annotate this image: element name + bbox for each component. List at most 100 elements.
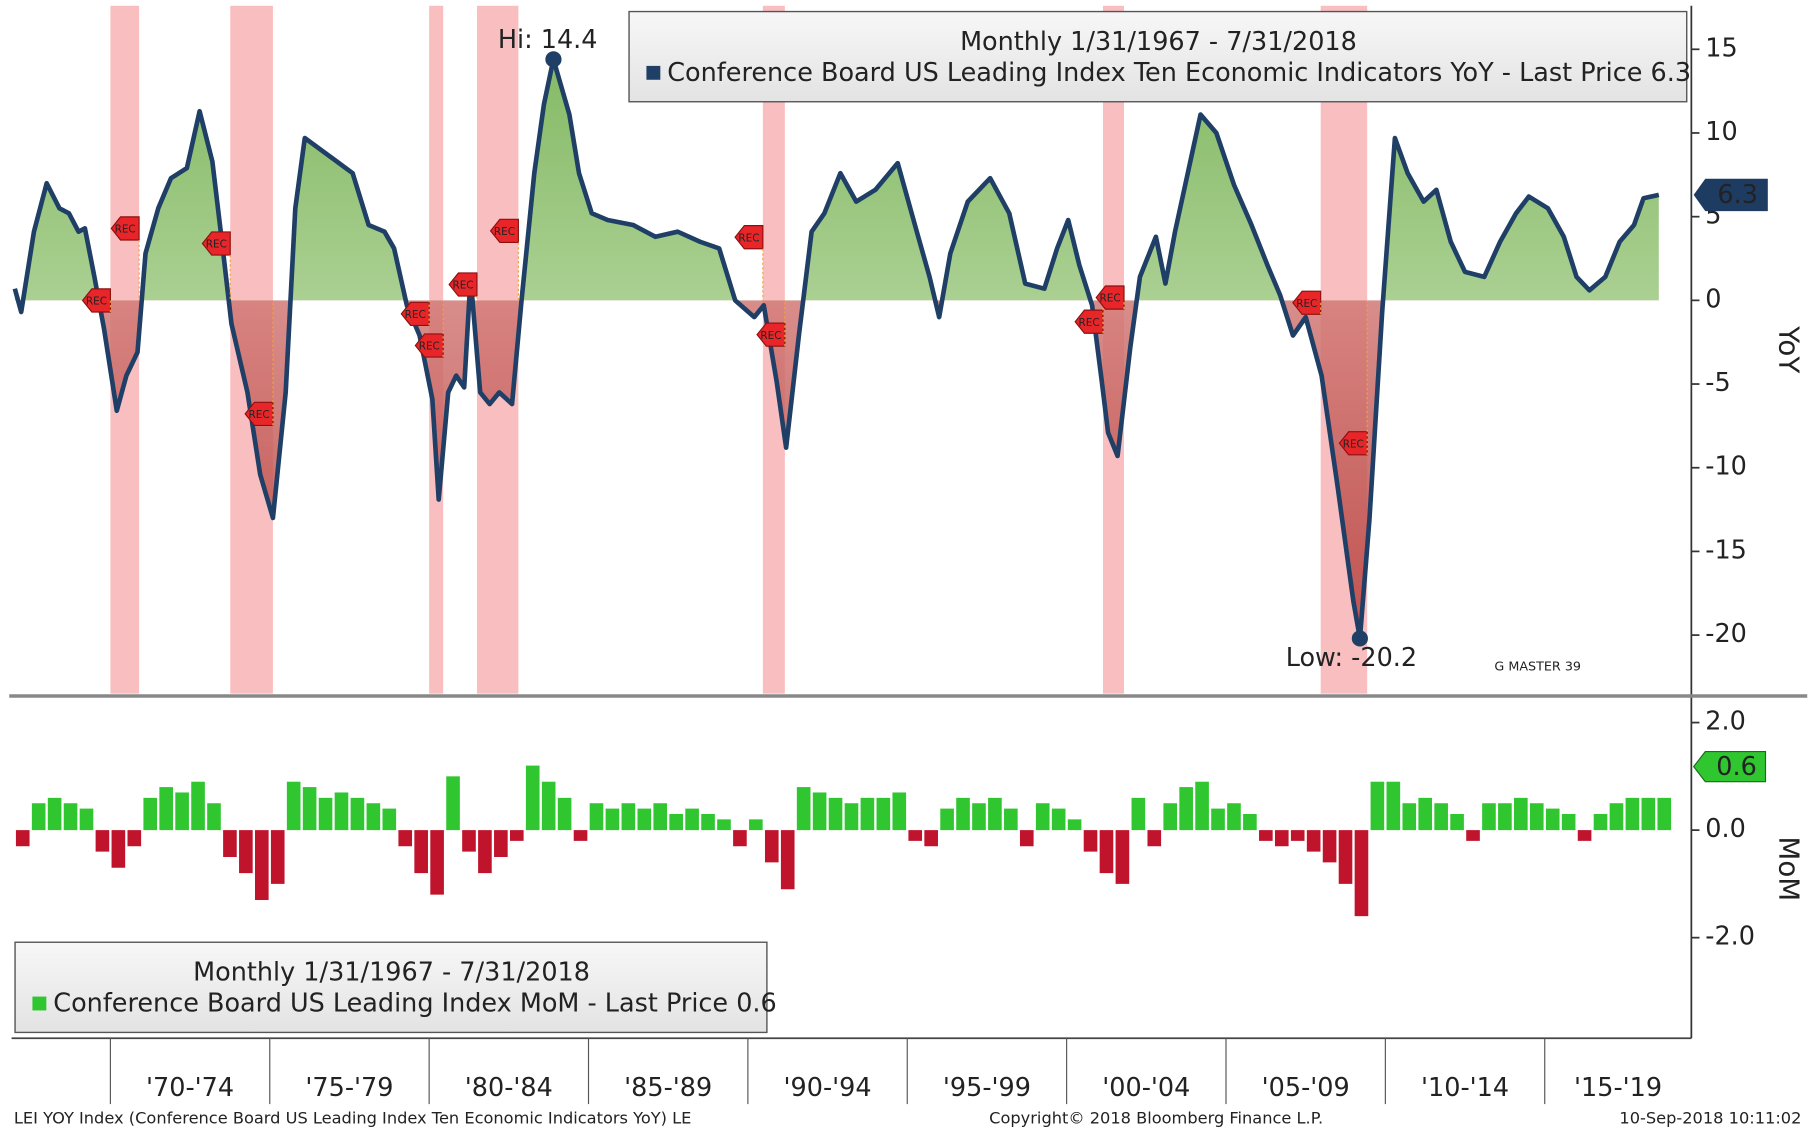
bar <box>940 808 954 831</box>
bar <box>63 803 78 831</box>
bar <box>733 830 747 847</box>
last-price-tag <box>1693 178 1768 212</box>
x-tick-label: '05-'09 <box>1262 1073 1350 1103</box>
bar <box>685 808 699 831</box>
legend-entry: Conference Board US Leading Index Ten Ec… <box>667 58 1691 88</box>
low-label: Low: -20.2 <box>1286 643 1417 673</box>
x-tick-label: '00-'04 <box>1102 1073 1190 1103</box>
rec-tag <box>81 288 111 313</box>
last-price-label: 6.3 <box>1717 180 1758 210</box>
bar <box>1019 830 1034 847</box>
bar <box>254 830 269 901</box>
bar <box>1625 797 1640 831</box>
y-tick-label: -10 <box>1705 452 1747 482</box>
x-tick-label: '85-'89 <box>624 1073 712 1103</box>
rec-label: REC <box>1100 293 1121 305</box>
rec-label: REC <box>249 409 270 421</box>
bar <box>47 797 62 831</box>
bar <box>525 765 540 831</box>
bar <box>286 781 301 831</box>
bar <box>1402 803 1417 831</box>
bar <box>972 803 986 831</box>
bar <box>79 808 94 831</box>
bar <box>31 803 46 831</box>
bar <box>1004 808 1018 831</box>
bar <box>1259 830 1273 841</box>
bar <box>1561 813 1576 831</box>
bar <box>1322 830 1337 863</box>
x-tick-label: '15-'19 <box>1574 1073 1662 1103</box>
bar <box>1498 803 1512 831</box>
rec-label: REC <box>115 224 136 236</box>
y-tick-label: 15 <box>1705 33 1737 63</box>
y-tick-label: 0 <box>1705 284 1721 314</box>
axis-label: YoY <box>1772 325 1805 374</box>
y-tick-label: 0.0 <box>1705 814 1746 844</box>
area-positive <box>14 59 1659 301</box>
bar <box>796 787 811 831</box>
bar <box>207 803 221 831</box>
bar <box>988 797 1002 831</box>
line <box>12 56 1660 641</box>
x-tick-label: '75-'79 <box>305 1073 393 1103</box>
rec-tag <box>1095 285 1125 310</box>
bar <box>318 797 333 831</box>
bar <box>1641 797 1656 831</box>
bar <box>398 830 413 847</box>
bar <box>908 830 923 841</box>
bar <box>1274 830 1289 847</box>
bar <box>1338 830 1353 884</box>
bar <box>1067 819 1082 831</box>
bar <box>382 808 397 831</box>
bar <box>844 803 859 831</box>
bar <box>1545 808 1560 831</box>
low-point <box>1351 630 1368 647</box>
axis-label: MoM <box>1772 836 1805 901</box>
bar <box>1577 830 1592 841</box>
rec-tag <box>489 218 519 244</box>
bar <box>350 797 365 831</box>
bar <box>143 797 158 831</box>
bar <box>366 803 381 831</box>
bar <box>1211 808 1225 831</box>
rec-label: REC <box>494 226 515 238</box>
footer-left: LEI YOY Index (Conference Board US Leadi… <box>14 1109 692 1128</box>
bar <box>111 830 126 868</box>
bar <box>1418 797 1433 831</box>
legend-box <box>628 10 1688 103</box>
bar <box>860 797 875 831</box>
bar <box>780 830 795 890</box>
hi-point <box>545 51 562 68</box>
last-price-tag <box>1692 751 1767 783</box>
rec-label: REC <box>1343 438 1364 450</box>
bar <box>1131 797 1146 831</box>
bar <box>557 797 572 831</box>
bar <box>1306 830 1321 852</box>
rec-tag <box>110 216 140 241</box>
bar <box>1195 781 1209 831</box>
last-price-label: 0.6 <box>1716 752 1757 782</box>
bar <box>127 830 142 847</box>
x-tick-label: '80-'84 <box>465 1073 553 1103</box>
bar <box>239 830 253 874</box>
rec-label: REC <box>452 280 473 292</box>
bar <box>701 813 715 831</box>
bar <box>191 781 205 831</box>
bar <box>414 830 428 874</box>
bar <box>1290 830 1305 841</box>
bar <box>462 830 476 852</box>
bar <box>669 813 683 831</box>
bar <box>223 830 237 857</box>
y-tick-label: 2.0 <box>1705 707 1746 737</box>
bar <box>1083 830 1098 852</box>
bar <box>478 830 492 874</box>
bar <box>302 787 317 831</box>
rec-tag <box>1292 290 1322 315</box>
bar <box>430 830 444 895</box>
bar <box>1434 803 1448 831</box>
x-tick-label: '95-'99 <box>943 1073 1031 1103</box>
bar <box>1163 803 1178 831</box>
bar <box>541 781 556 831</box>
bar <box>1609 803 1624 831</box>
